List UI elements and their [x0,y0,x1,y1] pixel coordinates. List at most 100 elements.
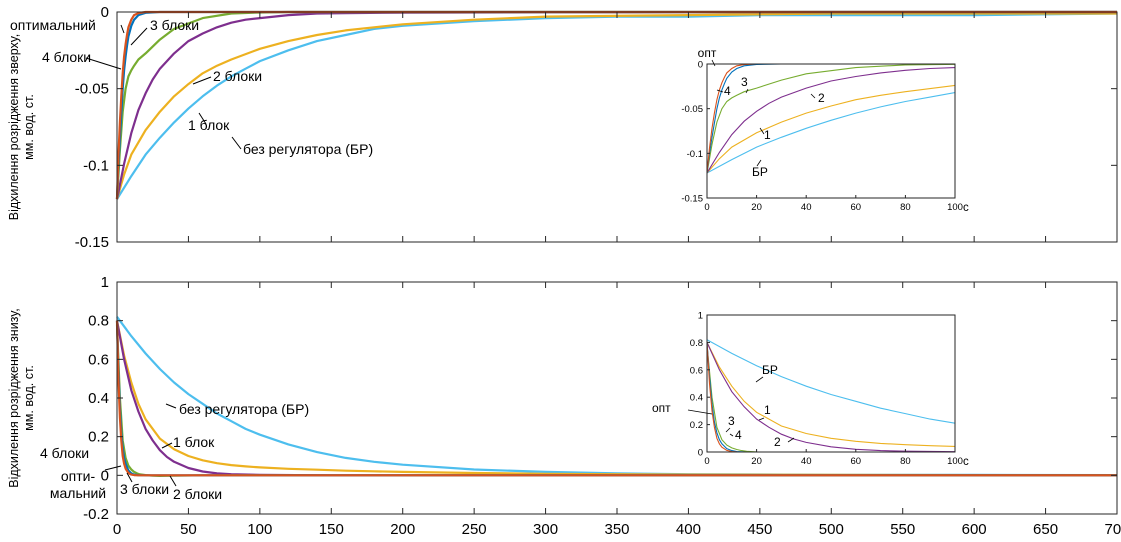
annotation-blocks1: 1 блок [173,434,215,450]
annotation-blocks3: 3 блоки [150,17,199,33]
inset-label-blocks1: 1 [764,128,771,142]
inset-series-group [707,339,955,452]
bottom-inset: 1 0.8 0.6 0.4 0.2 00 20 40 60 80 100 c БР 1 опт 34 2 [652,311,969,469]
inset-series-line-blocks1 [707,84,955,174]
inset-series-line-blocks3 [707,345,955,452]
inset-y-tick-label: 0 [698,448,703,459]
inset-y-tick-label: 0.4 [690,393,703,404]
inset-x-tick-label: 80 [900,202,911,213]
inset-label-blocks1: 1 [764,403,771,417]
inset-series-line-blocks2 [707,342,955,452]
y-tick-label: 0 [101,4,109,21]
inset-leader-noreg [756,159,762,167]
inset-y-tick-label: 0 [698,60,703,71]
inset-x-unit-label: c [963,456,969,468]
annotation-leader-noreg [165,403,177,409]
inset-label-optimal: опт [652,401,671,415]
x-tick-label: 300 [533,521,558,538]
x-tick-label: 0 [113,521,121,538]
series-line-noreg [116,12,1118,200]
x-tick-label: 450 [747,521,772,538]
x-tick-label: 400 [676,521,701,538]
inset-x-tick-label: 0 [704,202,709,213]
y-tick-label: 0.2 [88,429,109,446]
y-tick-label: -0.05 [75,81,109,98]
inset-leader-optimal [687,409,713,415]
y-axis-label-line2: мм. вод. ст. [22,365,36,431]
inset-series-line-blocks2 [707,67,955,174]
inset-y-tick-label: -0.05 [681,104,703,115]
inset-x-tick-label: 0 [704,456,709,467]
annotation-leader-blocks4 [85,57,122,70]
inset-leader-blocks2 [787,437,795,443]
inset-label-blocks3: 3 [741,75,748,89]
annotation-leader-blocks2 [169,475,177,487]
inset-leader-blocks3 [725,427,731,433]
x-tick-label: 50 [180,521,197,538]
x-tick-label: 500 [819,521,844,538]
x-tick-label: 550 [890,521,915,538]
inset-series-line-optimal [707,64,955,174]
inset-frame [706,63,956,199]
y-tick-label: -0.2 [83,506,109,523]
annotation-noreg: без регулятора (БР) [243,141,373,157]
inset-x-tick-label: 80 [900,456,911,467]
inset-series-line-noreg [707,339,955,424]
inset-series-line-blocks4 [707,342,955,452]
series-line-blocks1 [115,320,1117,477]
inset-leader-blocks1 [758,417,765,421]
y-tick-label: 0 [101,467,109,484]
x-tick-label: 100 [247,521,272,538]
y-tick-label: 0.4 [88,390,109,407]
inset-label-optimal: опт [698,46,717,60]
y-axis-label-line1: Відхилення розрідження знизу, [7,308,21,488]
annotation-leader-blocks3 [126,472,133,483]
inset-leader-noreg [755,376,764,383]
annotation-noreg: без регулятора (БР) [179,401,309,417]
inset-y-tick-label: -0.15 [681,194,703,205]
inset-y-tick-label: -0.1 [687,149,703,160]
annotation-blocks2: 2 блоки [173,486,222,502]
inset-label-blocks4: 4 [724,84,731,98]
inset-label-blocks3: 3 [728,414,735,428]
x-tick-label: 200 [390,521,415,538]
y-tick-label: -0.15 [75,234,109,251]
inset-leader-blocks2 [810,93,816,99]
y-tick-label: 0.8 [88,313,109,330]
annotation-leader-optimal [120,24,125,34]
inset-label-blocks2: 2 [774,435,781,449]
inset-y-tick-label: 0.8 [690,338,703,349]
inset-label-noreg: БР [752,165,768,179]
inset-x-unit-label: c [963,202,969,214]
annotation-blocks2: 2 блоки [213,68,262,84]
annotation-leader-blocks3 [130,27,148,46]
y-tick-label: 0.6 [88,351,109,368]
x-tick-label: 250 [462,521,487,538]
y-axis-label-line1: Відхилення розрідження зверху, [7,34,21,221]
inset-label-blocks2: 2 [818,91,825,105]
inset-x-tick-label: 20 [751,456,762,467]
inset-series-line-optimal [707,342,955,452]
y-tick-label: 1 [101,274,109,291]
annotation-blocks1: 1 блок [188,117,230,133]
inset-x-tick-label: 20 [751,202,762,213]
x-tick-label: 350 [604,521,629,538]
inset-leader-blocks3 [745,88,749,94]
annotation-optimal: оптимальний [10,17,96,33]
annotation-blocks4: 4 блоки [40,445,89,461]
inset-plot-area [707,64,955,198]
inset-plot-area [707,315,955,452]
series-line-optimal [115,320,1117,477]
inset-y-tick-label: 1 [698,311,703,322]
annotation-leader-blocks1 [161,442,173,449]
annotation-leader-noreg [231,136,242,150]
y-axis-label-line2: мм. вод. ст. [22,94,36,160]
inset-label-noreg: БР [762,363,778,377]
y-tick-label: -0.1 [83,157,109,174]
plot-area [117,282,1117,514]
inset-frame [706,314,956,453]
x-tick-label: 150 [319,521,344,538]
inset-leader-blocks4 [716,89,724,93]
annotation-leader-blocks1 [198,112,207,125]
